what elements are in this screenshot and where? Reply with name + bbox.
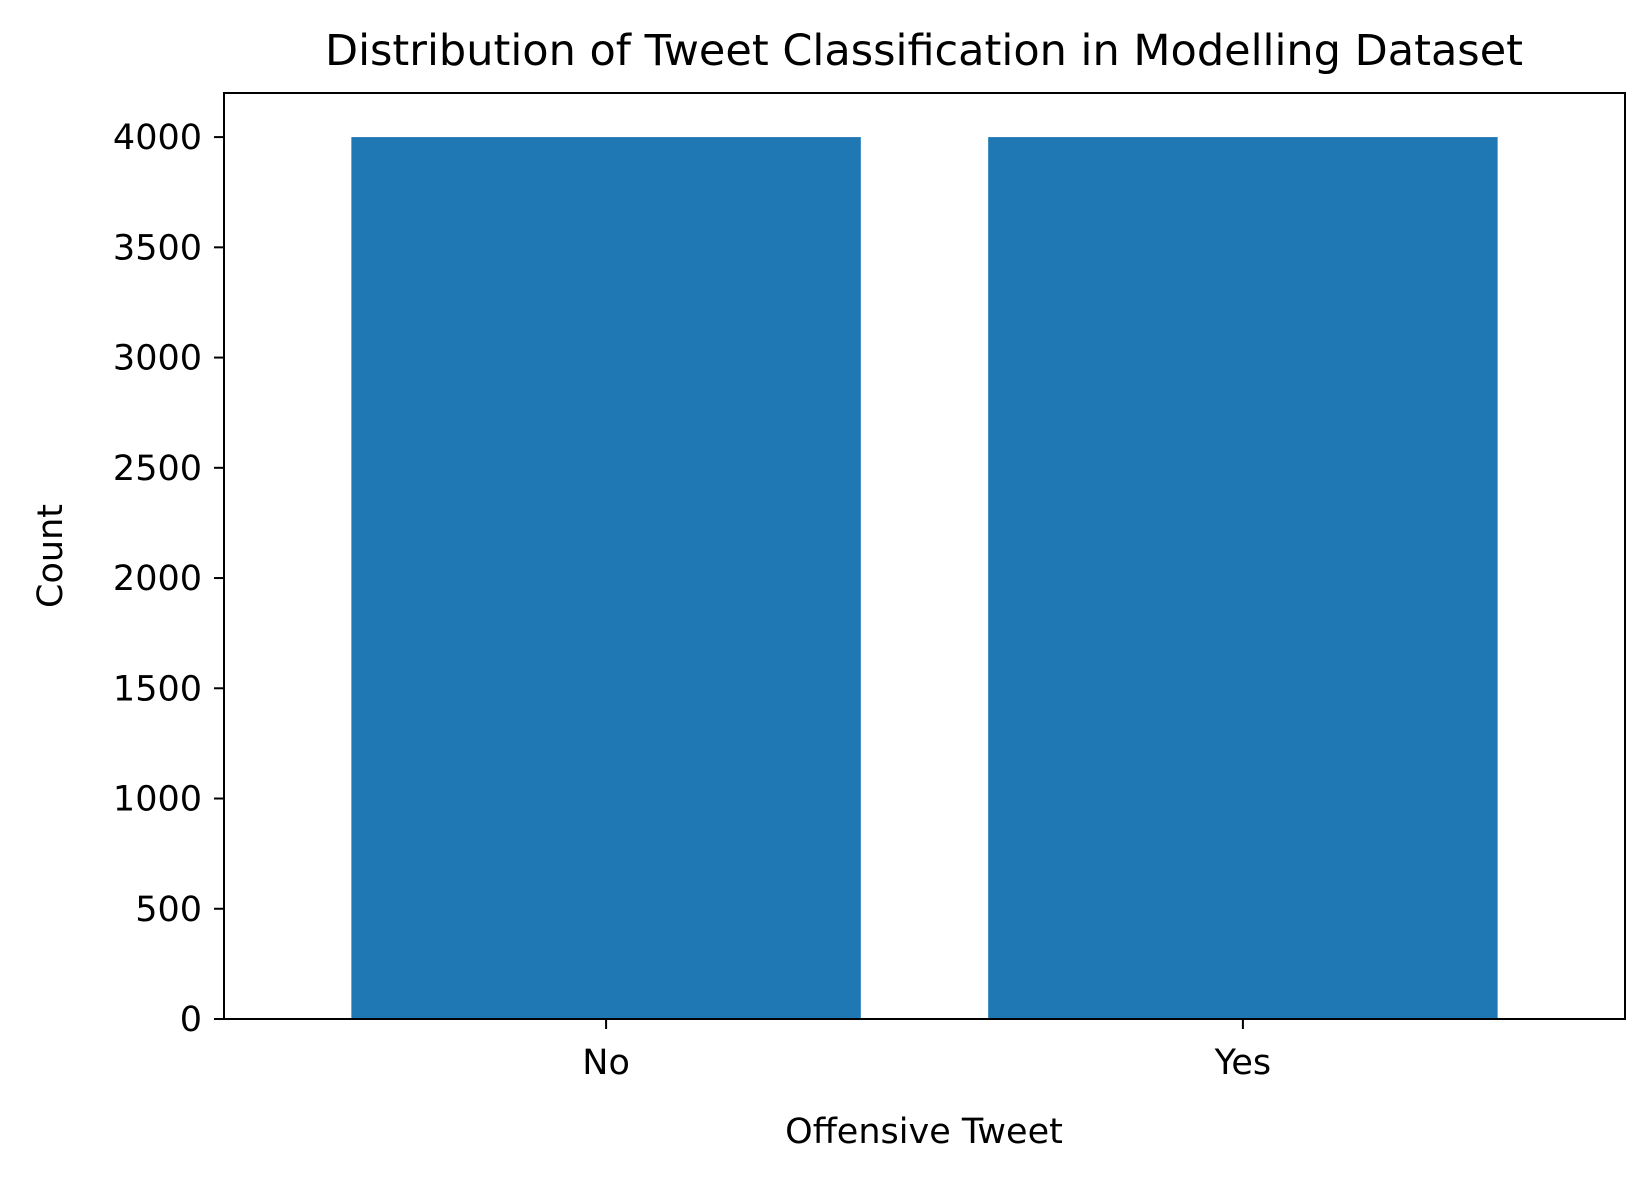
y-tick-label: 4000 xyxy=(113,118,202,158)
bars-group xyxy=(351,137,1498,1020)
y-tick-label: 1000 xyxy=(113,780,202,820)
x-axis-label: Offensive Tweet xyxy=(785,1112,1063,1152)
y-tick-label: 2500 xyxy=(113,449,202,489)
y-axis-ticks: 0 500 1000 1500 2000 2500 3000 3500 4000 xyxy=(113,118,224,1040)
y-tick-label: 500 xyxy=(135,890,202,930)
y-tick-label: 2000 xyxy=(113,559,202,599)
bar-yes xyxy=(988,137,1498,1020)
x-tick-label-no: No xyxy=(582,1043,630,1083)
y-axis-label: Count xyxy=(31,504,71,608)
chart-title: Distribution of Tweet Classification in … xyxy=(325,26,1523,76)
y-tick-label: 1500 xyxy=(113,669,202,709)
x-axis-ticks: No Yes xyxy=(582,1019,1271,1083)
y-tick-label: 0 xyxy=(180,1000,202,1040)
y-tick-label: 3500 xyxy=(113,228,202,268)
x-tick-label-yes: Yes xyxy=(1214,1043,1272,1083)
bar-no xyxy=(351,137,861,1020)
y-tick-label: 3000 xyxy=(113,339,202,379)
plot-frame xyxy=(223,92,1626,1020)
